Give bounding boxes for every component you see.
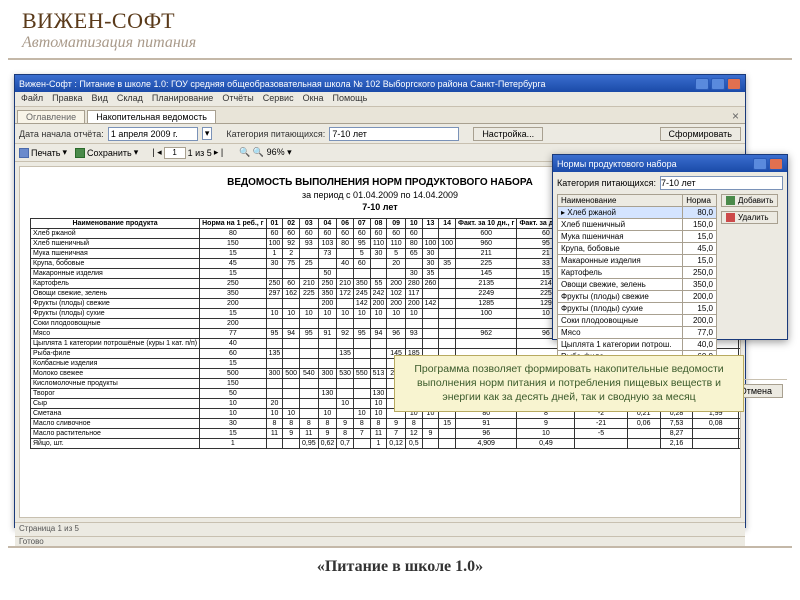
menubar: Файл Правка Вид Склад Планирование Отчёты Серв… xyxy=(15,92,745,107)
menu-Файл[interactable]: Файл xyxy=(21,93,43,105)
dialog-table[interactable]: НаименованиеНорма▸ Хлеб ржаной80,0Хлеб п… xyxy=(557,194,717,375)
dialog-close-button[interactable] xyxy=(769,158,783,170)
table-row: Масло растительное15119119871171299610-5… xyxy=(31,429,742,439)
list-item[interactable]: Хлеб пшеничный150,0 xyxy=(558,219,717,231)
app-title: Вижен-Софт : Питание в школе 1.0: ГОУ ср… xyxy=(19,79,546,89)
category-label: Категория питающихся: xyxy=(226,129,325,139)
list-item[interactable]: Макаронные изделия15,0 xyxy=(558,255,717,267)
dialog-help-button[interactable] xyxy=(753,158,767,170)
build-button[interactable]: Сформировать xyxy=(660,127,741,141)
tab-bar: Оглавление Накопительная ведомость × xyxy=(15,107,745,124)
list-item[interactable]: Соки плодоовощные200,0 xyxy=(558,315,717,327)
zoom-controls[interactable]: 🔍 🔍 96% ▾ xyxy=(239,147,291,158)
pager: | ◂ 1 из 5 ▸ | xyxy=(152,147,223,159)
list-item[interactable]: ▸ Хлеб ржаной80,0 xyxy=(558,207,717,219)
menu-Планирование[interactable]: Планирование xyxy=(152,93,213,105)
settings-button[interactable]: Настройка... xyxy=(473,127,543,141)
divider xyxy=(8,58,792,60)
annotation-note: Программа позволяет формировать накопите… xyxy=(394,355,744,412)
page-input[interactable] xyxy=(164,147,186,159)
delete-button[interactable]: Удалить xyxy=(721,211,778,224)
list-item[interactable]: Фрукты (плоды) свежие200,0 xyxy=(558,291,717,303)
add-button[interactable]: Добавить xyxy=(721,194,778,207)
print-icon xyxy=(19,148,29,158)
print-button[interactable]: Печать ▾ xyxy=(19,147,67,158)
save-icon xyxy=(75,148,85,158)
list-item[interactable]: Картофель250,0 xyxy=(558,267,717,279)
dialog-titlebar: Нормы продуктового набора xyxy=(553,155,787,172)
menu-Вид[interactable]: Вид xyxy=(92,93,108,105)
tab-close-icon[interactable]: × xyxy=(732,109,743,123)
dialog-category-select[interactable] xyxy=(660,176,783,190)
page-of: 1 из 5 xyxy=(188,148,212,158)
plus-icon xyxy=(726,196,735,205)
date-input[interactable] xyxy=(108,127,198,141)
page-title: ВИЖЕН-СОФТ xyxy=(0,0,800,34)
list-item[interactable]: Овощи свежие, зелень350,0 xyxy=(558,279,717,291)
table-row: Яйцо, шт.10,950,620,710,120,54,9090,492,… xyxy=(31,439,742,449)
list-item[interactable]: Мука пшеничная15,0 xyxy=(558,231,717,243)
dialog-category-label: Категория питающихся: xyxy=(557,178,656,188)
toolbar: Дата начала отчёта: ▾ Категория питающих… xyxy=(15,124,745,144)
menu-Сервис[interactable]: Сервис xyxy=(263,93,294,105)
page-subtitle: Автоматизация питания xyxy=(0,34,800,58)
norms-dialog: Нормы продуктового набора Категория пита… xyxy=(552,154,788,340)
date-picker-icon[interactable]: ▾ xyxy=(202,127,213,140)
list-item[interactable]: Цыплята 1 категории потрош.40,0 xyxy=(558,339,717,351)
category-select[interactable] xyxy=(329,127,459,141)
save-button[interactable]: Сохранить ▾ xyxy=(75,147,138,158)
footer-label: «Питание в школе 1.0» xyxy=(0,558,800,576)
footer-divider xyxy=(8,546,792,548)
menu-Склад[interactable]: Склад xyxy=(117,93,143,105)
list-item[interactable]: Крупа, бобовые45,0 xyxy=(558,243,717,255)
maximize-button[interactable] xyxy=(711,78,725,90)
list-item[interactable]: Мясо77,0 xyxy=(558,327,717,339)
list-item[interactable]: Фрукты (плоды) сухие15,0 xyxy=(558,303,717,315)
dialog-title: Нормы продуктового набора xyxy=(557,159,677,169)
titlebar: Вижен-Софт : Питание в школе 1.0: ГОУ ср… xyxy=(15,75,745,92)
menu-Отчёты[interactable]: Отчёты xyxy=(222,93,253,105)
close-button[interactable] xyxy=(727,78,741,90)
minus-icon xyxy=(726,213,735,222)
minimize-button[interactable] xyxy=(695,78,709,90)
menu-Правка[interactable]: Правка xyxy=(52,93,82,105)
date-label: Дата начала отчёта: xyxy=(19,129,104,139)
table-row: Масло сливочное3088889889815919-210,067,… xyxy=(31,419,742,429)
statusbar-page: Страница 1 из 5 xyxy=(15,522,745,536)
tab-active[interactable]: Накопительная ведомость xyxy=(87,110,216,123)
menu-Окна[interactable]: Окна xyxy=(303,93,324,105)
menu-Помощь[interactable]: Помощь xyxy=(333,93,368,105)
tab-main[interactable]: Оглавление xyxy=(17,110,85,123)
